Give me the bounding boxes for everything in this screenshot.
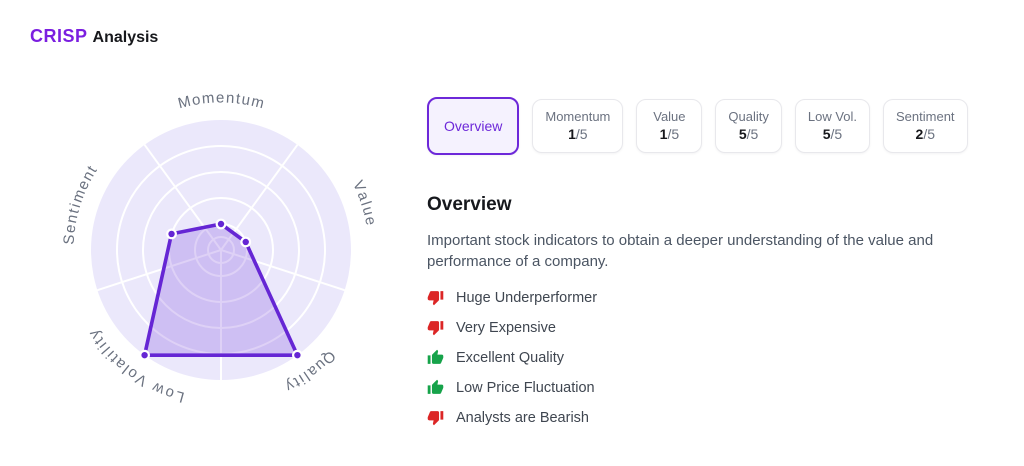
radar-axis-label-char: l bbox=[357, 199, 374, 207]
tab-score: 1/5 bbox=[659, 126, 680, 143]
indicator-item: Low Price Fluctuation bbox=[427, 379, 975, 396]
radar-grid-spoke bbox=[220, 249, 345, 292]
radar-axis-label-char: u bbox=[240, 91, 251, 109]
thumbs-down-icon bbox=[427, 321, 444, 336]
tab-label: Quality bbox=[728, 108, 769, 124]
radar-point bbox=[139, 349, 150, 361]
radar-axis-label: Value bbox=[349, 178, 379, 227]
tab-overview[interactable]: Overview bbox=[427, 97, 520, 155]
tab-score: 2/5 bbox=[915, 126, 936, 143]
logo-brand: CRISP bbox=[30, 26, 88, 46]
radar-point bbox=[292, 349, 303, 361]
logo-suffix: Analysis bbox=[92, 29, 159, 46]
radar-axis-label-char: m bbox=[201, 89, 215, 107]
radar-point bbox=[240, 236, 252, 248]
radar-chart: Mo m e n t umValueQualityLowVolatilitySentime… bbox=[61, 89, 380, 406]
tab-label: Momentum bbox=[545, 108, 611, 124]
radar-axis-label-char: m bbox=[250, 93, 266, 113]
radar-grid-spoke bbox=[97, 249, 222, 292]
thumbs-up-icon bbox=[427, 379, 444, 394]
thumbs-up-icon bbox=[427, 349, 444, 364]
tab-low-vol[interactable]: Low Vol. 5/5 bbox=[794, 99, 871, 153]
indicator-label: Excellent Quality bbox=[456, 349, 564, 366]
indicator-item: Excellent Quality bbox=[427, 349, 975, 366]
tab-quality[interactable]: Quality 5/5 bbox=[715, 99, 782, 153]
indicator-label: Very Expensive bbox=[456, 319, 556, 336]
tab-score: 1/5 bbox=[568, 126, 588, 143]
tab-value[interactable]: Value 1/5 bbox=[636, 99, 703, 153]
tab-label: Value bbox=[653, 108, 686, 124]
radar-axis-label-char: o bbox=[191, 91, 202, 109]
radar-axis-label-char: n bbox=[63, 213, 81, 225]
tab-score: 5/5 bbox=[822, 126, 843, 143]
tab-list: Overview Momentum 1/5 Value 1/5 Quality 5/5 Low… bbox=[427, 97, 975, 155]
radar-axis-label-char: e bbox=[62, 223, 80, 234]
radar-axis-label: Quality bbox=[282, 347, 339, 395]
radar-axis-label-char: i bbox=[296, 371, 308, 387]
overview-description: Important stock indicators to obtain a d… bbox=[427, 232, 934, 270]
radar-grid-spoke bbox=[143, 144, 222, 251]
radar-axis-label-char: n bbox=[226, 90, 235, 107]
indicator-label: Huge Underperformer bbox=[456, 289, 598, 306]
indicator-item: Very Expensive bbox=[427, 319, 975, 336]
radar-axis-label-char: e bbox=[216, 89, 224, 106]
overview-title: Overview bbox=[427, 194, 512, 215]
thumbs-down-icon bbox=[427, 291, 444, 306]
tab-label: Low Vol. bbox=[807, 108, 858, 124]
radar-point bbox=[215, 218, 227, 230]
indicator-item: Analysts are Bearish bbox=[427, 409, 975, 426]
thumbs-down-icon bbox=[427, 411, 444, 426]
app-logo: CRISP Analysis bbox=[30, 26, 158, 47]
radar-axis-label: Mo m e n t um bbox=[176, 89, 266, 112]
radar-axis-label-char: t bbox=[65, 206, 83, 215]
indicator-label: Low Price Fluctuation bbox=[456, 379, 595, 396]
tab-label: Sentiment bbox=[896, 108, 955, 124]
radar-axis-label-char: M bbox=[176, 93, 192, 113]
tab-label: Overview bbox=[444, 117, 503, 134]
indicator-label: Analysts are Bearish bbox=[456, 409, 589, 426]
tab-score: 5/5 bbox=[738, 126, 759, 143]
indicator-list: Huge Underperformer Very Expensive Excelle… bbox=[427, 289, 975, 426]
radar-axis-label-char: i bbox=[67, 202, 84, 210]
radar-axis-label-char: t bbox=[235, 90, 242, 107]
radar-axis-label-char: m bbox=[69, 187, 89, 205]
radar-axis-label-char: S bbox=[61, 234, 79, 245]
tab-sentiment[interactable]: Sentiment 2/5 bbox=[883, 99, 968, 153]
radar-axis-label-char: e bbox=[361, 215, 379, 226]
tab-momentum[interactable]: Momentum 1/5 bbox=[532, 99, 624, 153]
indicator-item: Huge Underperformer bbox=[427, 289, 975, 306]
radar-point bbox=[166, 228, 177, 240]
analysis-panel: Overview Momentum 1/5 Value 1/5 Quality 5/5 Low… bbox=[427, 97, 975, 426]
